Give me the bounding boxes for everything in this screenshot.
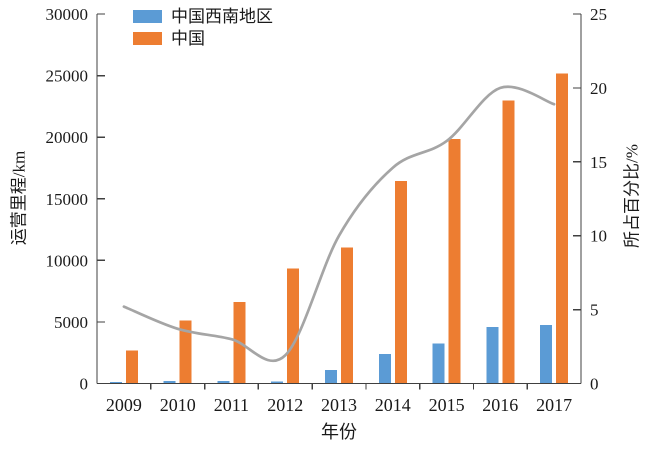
bar-china-2009 [125,350,138,384]
percentage-line [122,85,556,363]
y-tick-label-right: 5 [590,301,599,320]
bar-southwest-2011 [217,381,230,384]
bar-china-2017 [556,73,569,384]
legend-item-southwest-china: 中国西南地区 [133,7,273,26]
bar-southwest-2012 [271,381,284,384]
bar-china-2013 [341,247,353,384]
legend-swatch-china [133,32,162,45]
bar-southwest-2009 [109,381,122,384]
x-tick-label-2010: 2010 [160,395,196,415]
y-tick-label-left: 10000 [46,251,89,270]
legend-label-china: 中国 [171,29,205,48]
x-tick-label-2012: 2012 [267,395,303,415]
x-tick-label-2017: 2017 [536,395,572,415]
y-tick-label-right: 20 [590,79,607,98]
x-tick-label-2009: 2009 [106,395,142,415]
y-tick-label-left: 20000 [46,128,89,147]
bar-china-2012 [287,268,300,384]
bar-china-2010 [179,320,192,384]
y-tick-label-left: 0 [80,375,89,394]
x-axis-title: 年份 [321,422,357,442]
y-axis-title-right: 所占百分比/% [622,144,642,248]
y-tick-label-left: 30000 [46,5,89,24]
y-tick-label-left: 5000 [54,313,88,332]
x-tick-label-2013: 2013 [321,395,357,415]
x-tick-label-2015: 2015 [429,395,465,415]
y-tick-label-right: 15 [590,153,607,172]
legend-item-china: 中国 [133,29,273,48]
legend-label-southwest-china: 中国西南地区 [171,7,273,26]
x-tick-label-2011: 2011 [214,395,249,415]
y-tick-label-left: 15000 [46,190,89,209]
y-axis-title-left: 运营里程/km [9,150,29,246]
legend: 中国西南地区 中国 [133,7,273,48]
bar-southwest-2013 [325,370,337,384]
bar-china-2014 [394,180,407,384]
bar-china-2016 [502,100,515,384]
bar-southwest-2017 [540,325,553,384]
bar-southwest-2015 [432,343,445,384]
y-tick-label-right: 10 [590,227,607,246]
bar-southwest-2016 [486,326,499,384]
x-tick-label-2014: 2014 [375,395,411,415]
bar-china-2015 [448,139,461,384]
legend-swatch-southwest-china [133,10,162,23]
bar-southwest-2010 [163,381,176,384]
y-tick-label-left: 25000 [46,67,89,86]
y-tick-label-right: 0 [590,375,599,394]
x-tick-label-2016: 2016 [482,395,518,415]
bar-southwest-2014 [378,353,391,384]
y-tick-label-right: 25 [590,5,607,24]
